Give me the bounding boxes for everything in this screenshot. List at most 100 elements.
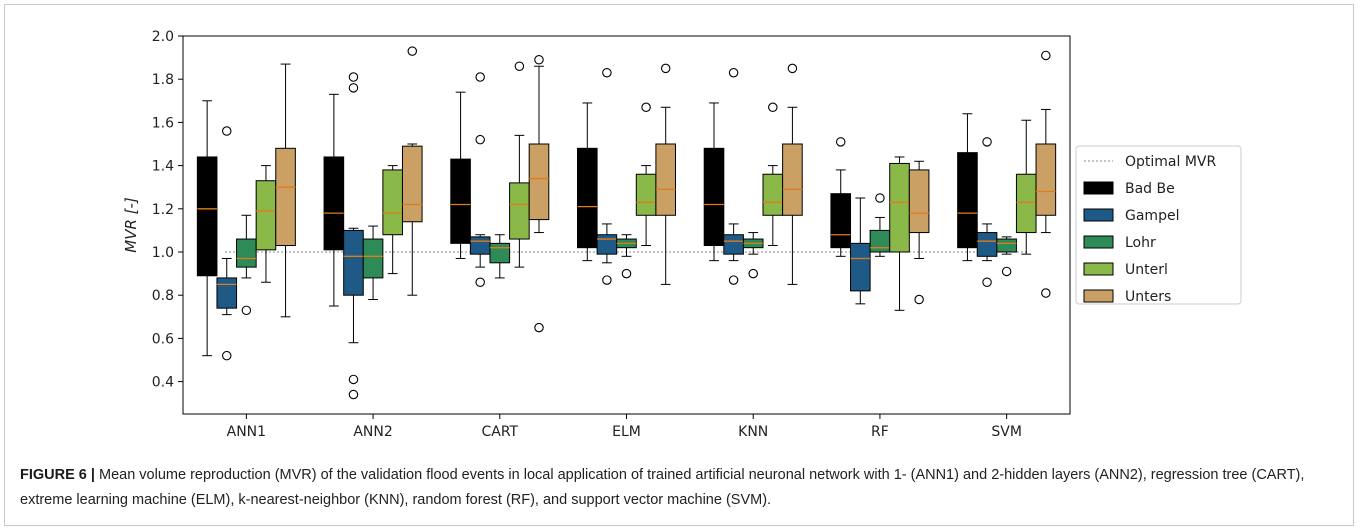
legend-swatch [1083,289,1114,303]
x-tick-label: SVM [991,424,1022,440]
box [830,137,852,257]
plot-area [182,35,1071,415]
outlier-point [982,277,992,287]
box-body [596,234,618,255]
outlier-point [768,102,778,113]
outlier-point [222,350,232,361]
outlier-point [787,63,798,74]
box-plot-chart: 0.4 0.6 0.8 1.0 1.2 1.4 1.6 1.8 2.0 ANN1 ANN2 CART… [122,29,1242,440]
outlier-point [914,294,924,305]
x-tick-label: ANN1 [227,424,266,440]
box-body [323,156,345,251]
box [762,102,784,247]
box [196,100,218,357]
box [1035,50,1057,298]
box-body [401,145,423,223]
box [236,214,257,316]
y-tick-label: 1.6 [152,115,174,131]
legend-swatch [1083,181,1114,195]
y-tick-label: 0.6 [152,331,174,347]
legend-swatch [1083,235,1114,249]
y-tick-label: 2.0 [152,29,174,45]
box [528,55,550,333]
outlier-point [748,268,758,279]
box [1015,119,1037,255]
outlier-point [475,134,485,145]
box-body [275,147,296,247]
outlier-point [348,72,359,82]
box-body [255,180,277,251]
outlier-point [241,305,252,316]
outlier-point [1001,266,1012,277]
box [382,165,403,275]
box-body [469,236,491,255]
legend-label-optimal-mvr: Optimal MVR [1125,154,1216,170]
y-tick-label: 1.8 [152,72,174,88]
y-axis-label: MVR [-] [122,197,140,253]
box-body [577,147,598,249]
outlier-point [534,322,544,333]
box-body [382,169,403,236]
outlier-point [534,55,544,65]
box-body [889,162,910,253]
box [996,236,1017,277]
x-tick-label: RF [871,424,889,440]
legend-label: Unters [1125,289,1171,305]
y-tick-label: 1.0 [152,245,174,261]
box [723,67,744,285]
box [908,160,930,305]
outlier-point [407,46,418,56]
box-body [489,242,511,264]
box [489,234,511,279]
box [343,72,364,400]
box [450,91,471,259]
box [635,102,657,247]
box [889,156,910,311]
outlier-point [602,67,612,78]
box [782,63,803,285]
legend-frame [1075,145,1242,305]
box-body [762,173,784,216]
box [323,93,345,307]
outlier-point [982,137,992,147]
box-group [196,46,1057,400]
legend-label: Gampel [1125,208,1179,224]
outlier-point [875,193,885,203]
box [577,102,598,262]
box-body [450,158,471,244]
y-tick-label: 1.2 [152,202,174,218]
box-body [908,169,930,234]
box-body [236,238,257,268]
outlier-point [728,67,739,78]
caption-label: FIGURE 6 | [20,467,95,483]
outlier-point [660,63,671,74]
x-axis: ANN1 ANN2 CART ELM KNN RF SVM [227,414,1022,440]
outlier-point [348,374,359,385]
box-body [830,193,852,249]
box [703,102,725,262]
legend: Optimal MVR Bad Be Gampel Lohr Unterl Unters [1075,145,1242,305]
box-body [703,147,725,247]
legend-label: Unterl [1125,262,1168,278]
box-body [850,242,871,292]
box-body [362,238,384,279]
outlier-point [835,137,846,147]
box [976,137,998,287]
box [869,193,891,257]
box [255,165,277,283]
figure-caption: FIGURE 6 | Mean volume reproduction (MVR… [20,463,1340,513]
outlier-point [475,277,485,287]
box-body [635,173,657,216]
x-tick-label: KNN [738,424,768,440]
box [596,67,618,285]
outlier-point [1041,288,1051,298]
box-body [976,232,998,257]
outlier-point [514,61,525,71]
box-body [343,229,364,296]
figure-frame [4,4,1354,526]
box-body [957,152,978,249]
legend-swatch [1083,208,1114,222]
outlier-point [728,275,739,285]
box [216,126,238,361]
box [850,197,871,305]
